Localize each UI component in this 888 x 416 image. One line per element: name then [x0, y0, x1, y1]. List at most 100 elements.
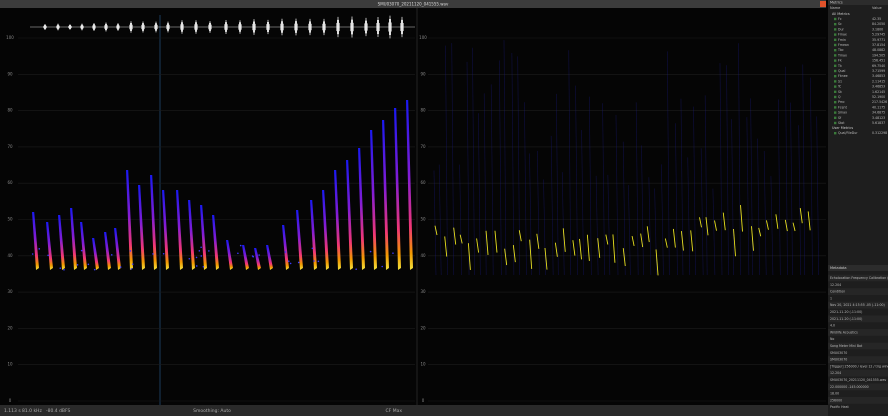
y-tick-label: 0: [422, 398, 425, 403]
metric-value: 3.46853: [872, 74, 885, 78]
status-position: 1.113 s: [4, 408, 21, 414]
noise-dot: [199, 250, 201, 252]
metric-value: 37.8154: [872, 43, 885, 47]
y-tick-label: 50: [7, 217, 13, 222]
y-tick-label: 20: [420, 325, 426, 330]
noise-dot: [312, 247, 314, 249]
checkbox: [834, 132, 836, 134]
noise-dot: [196, 257, 198, 259]
metadata-line: Pacific Heat: [830, 405, 849, 409]
checkbox: [834, 65, 836, 67]
checkbox: [834, 59, 836, 61]
y-tick-label: 60: [7, 180, 13, 185]
checkbox: [834, 117, 836, 119]
close-button[interactable]: [820, 1, 826, 7]
checkbox: [834, 18, 836, 20]
metric-value: 2.11415: [872, 79, 885, 83]
metric-name: Pmc: [838, 100, 845, 104]
noise-dot: [290, 263, 292, 265]
noise-dot: [152, 253, 154, 255]
metadata-line: SMU03070: [830, 351, 847, 355]
metric-value: 194.505: [872, 53, 885, 57]
metric-name: Smax: [838, 111, 847, 115]
metric-name: Tmax: [837, 53, 847, 57]
checkbox: [834, 75, 836, 77]
metadata-line: 1: [830, 296, 832, 300]
y-tick-label: 70: [7, 144, 13, 149]
metadata-line: [Trigger] 256000 / level 12 / trig windo…: [830, 364, 888, 368]
noise-dot: [313, 260, 315, 262]
checkbox: [834, 96, 836, 98]
background: [0, 0, 888, 416]
checkbox: [834, 54, 836, 56]
metric-name: Dur: [838, 27, 844, 31]
tree-group: User Metrics: [832, 126, 853, 130]
y-tick-label: 40: [420, 253, 426, 258]
noise-dot: [130, 250, 132, 252]
y-tick-label: 100: [6, 35, 14, 40]
metric-name: S1: [838, 79, 842, 83]
metric-name: Sk: [838, 90, 842, 94]
metric-name: Tbc: [837, 48, 844, 52]
metadata-line: 4.0: [830, 324, 835, 328]
metadata-line: 256000: [830, 398, 842, 402]
noise-dot: [285, 251, 287, 253]
noise-dot: [288, 260, 290, 262]
noise-dot: [200, 246, 202, 248]
checkbox: [834, 70, 836, 72]
y-tick-label: 40: [7, 253, 13, 258]
checkbox: [834, 44, 836, 46]
y-tick-label: 30: [420, 289, 426, 294]
noise-dot: [203, 266, 205, 268]
metric-value: 84.2050: [872, 22, 885, 26]
noise-dot: [392, 252, 394, 254]
metric-name: Tk: [837, 64, 842, 68]
y-tick-label: 10: [420, 362, 426, 367]
status-smoothing: Smoothing: Auto: [193, 408, 231, 414]
y-tick-label: 80: [7, 108, 13, 113]
y-tick-label: 20: [7, 325, 13, 330]
noise-dot: [77, 264, 79, 266]
metric-value: 156.451: [872, 59, 885, 63]
y-tick-label: 0: [9, 398, 12, 403]
metric-value: 42.35: [872, 17, 881, 21]
y-tick-label: 10: [7, 362, 13, 367]
noise-dot: [370, 251, 372, 253]
metric-value: 5.29745: [872, 33, 885, 37]
noise-dot: [132, 263, 134, 265]
metadata-line: Nov 20, 2021 4:15:55 -05 (-11:00): [830, 303, 885, 307]
noise-dot: [59, 267, 61, 269]
metadata-line: 22.000000 -145.000000: [830, 385, 869, 389]
y-tick-label: 60: [420, 180, 426, 185]
metadata-line: Condition: [830, 290, 845, 294]
noise-dot: [196, 265, 198, 267]
metric-value: 34.6875: [872, 111, 885, 115]
y-tick-label: 70: [420, 144, 426, 149]
checkbox: [834, 49, 836, 51]
column-header: Value: [872, 6, 882, 10]
metric-value: 40.1175: [872, 105, 885, 109]
metric-name: Qual: [838, 69, 845, 73]
metadata-line: SMU03070: [830, 358, 847, 362]
y-tick-label: 30: [7, 289, 13, 294]
status-mode: CF Max: [386, 408, 403, 414]
noise-dot: [208, 250, 210, 252]
noise-dot: [63, 269, 65, 271]
metric-name: Sc: [838, 22, 842, 26]
noise-dot: [32, 253, 34, 255]
checkbox: [834, 122, 836, 124]
metadata-line: Wildlife Acoustics: [830, 330, 858, 334]
noise-dot: [81, 250, 83, 252]
y-tick-label: 90: [7, 71, 13, 76]
metadata-line: 2021-11-20 (-11:00): [830, 317, 862, 321]
checkbox: [834, 23, 836, 25]
noise-dot: [111, 254, 113, 256]
noise-dot: [47, 255, 49, 257]
metric-value: 35.9771: [872, 38, 885, 42]
noise-dot: [240, 245, 242, 247]
noise-dot: [355, 268, 357, 270]
metric-name: Fc: [838, 17, 842, 21]
noise-dot: [298, 262, 300, 264]
checkbox: [834, 101, 836, 103]
metadata-line: Echolocation Frequency Calibration (SMM-…: [830, 276, 888, 280]
